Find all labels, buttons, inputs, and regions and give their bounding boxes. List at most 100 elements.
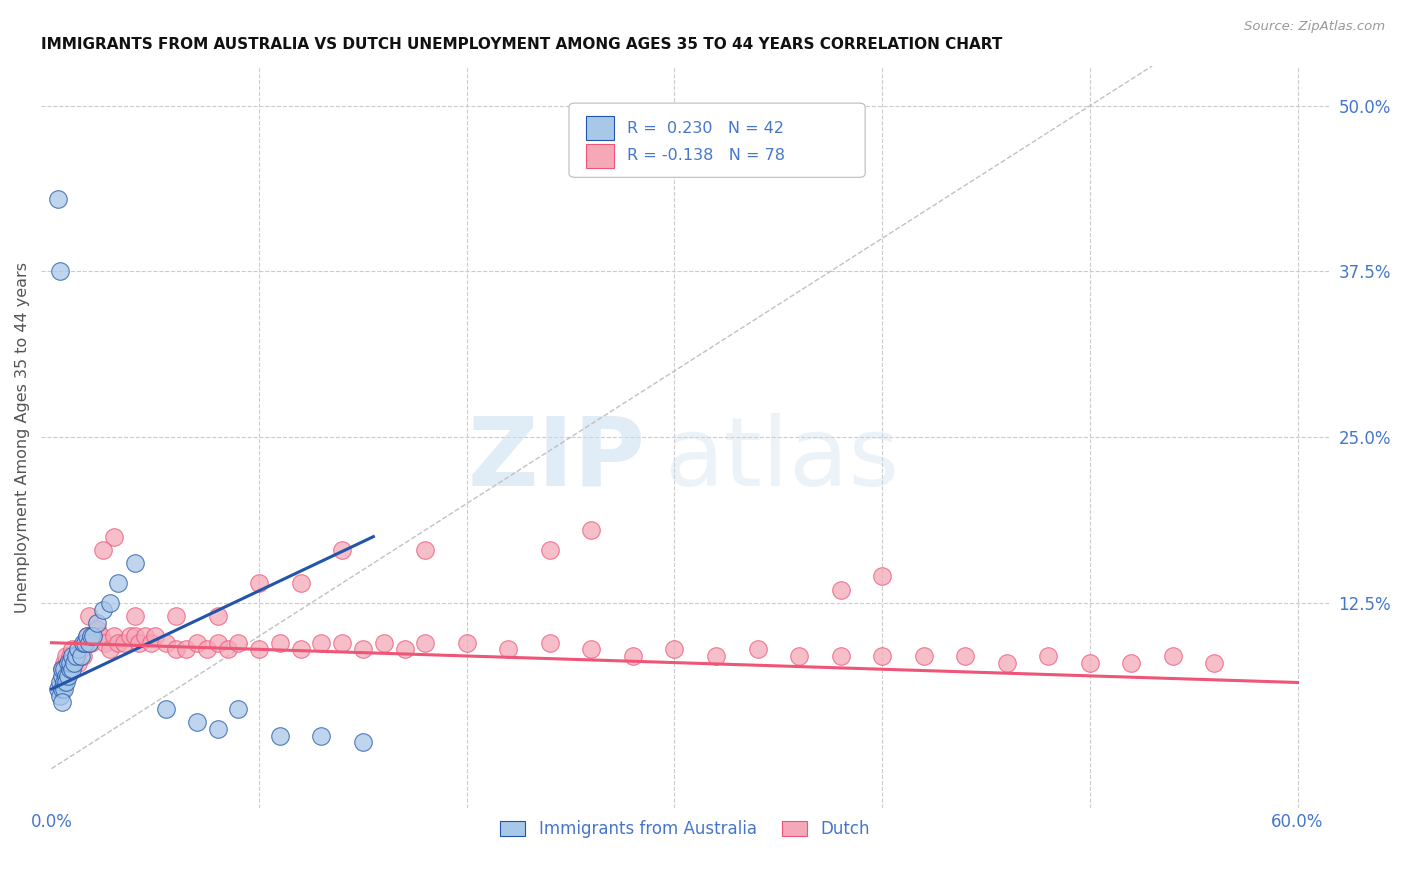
Point	[52, 682, 75, 697]
Point	[581, 642, 603, 657]
Point	[52, 675, 75, 690]
Point	[143, 629, 166, 643]
Point	[67, 642, 90, 657]
Point	[103, 530, 125, 544]
Point	[76, 629, 98, 643]
Point	[538, 542, 561, 557]
Point	[787, 648, 810, 663]
Point	[1038, 648, 1060, 663]
Point	[112, 636, 135, 650]
Point	[165, 642, 187, 657]
Point	[870, 569, 893, 583]
Point	[247, 576, 270, 591]
Point	[77, 636, 100, 650]
Point	[124, 609, 146, 624]
Text: R = -0.138   N = 78: R = -0.138 N = 78	[627, 148, 785, 163]
Point	[93, 602, 115, 616]
Point	[207, 636, 229, 650]
Point	[56, 669, 79, 683]
Point	[195, 642, 218, 657]
Point	[51, 669, 73, 683]
Point	[413, 542, 436, 557]
Point	[82, 629, 104, 643]
Point	[56, 656, 79, 670]
Point	[394, 642, 416, 657]
Point	[72, 648, 94, 663]
Point	[186, 636, 208, 650]
Point	[73, 636, 96, 650]
Point	[498, 642, 520, 657]
Point	[93, 542, 115, 557]
Point	[120, 629, 142, 643]
Point	[373, 636, 395, 650]
Point	[207, 722, 229, 736]
Point	[290, 642, 312, 657]
Point	[60, 662, 83, 676]
Point	[49, 675, 72, 690]
Point	[330, 542, 353, 557]
Point	[107, 636, 129, 650]
Point	[269, 636, 291, 650]
Point	[912, 648, 935, 663]
Point	[352, 642, 374, 657]
Point	[49, 264, 72, 278]
Point	[90, 629, 112, 643]
Text: IMMIGRANTS FROM AUSTRALIA VS DUTCH UNEMPLOYMENT AMONG AGES 35 TO 44 YEARS CORREL: IMMIGRANTS FROM AUSTRALIA VS DUTCH UNEMP…	[41, 37, 1002, 53]
Point	[103, 629, 125, 643]
Point	[1078, 656, 1101, 670]
Text: atlas: atlas	[664, 413, 898, 506]
FancyBboxPatch shape	[569, 103, 865, 178]
Point	[55, 669, 77, 683]
Point	[186, 715, 208, 730]
Point	[59, 656, 82, 670]
Point	[55, 675, 77, 690]
Point	[413, 636, 436, 650]
Point	[72, 636, 94, 650]
Point	[56, 656, 79, 670]
Point	[51, 695, 73, 709]
Point	[52, 656, 75, 670]
Point	[330, 636, 353, 650]
Point	[49, 689, 72, 703]
Point	[51, 662, 73, 676]
Point	[73, 636, 96, 650]
Y-axis label: Unemployment Among Ages 35 to 44 years: Unemployment Among Ages 35 to 44 years	[15, 261, 30, 613]
Point	[134, 629, 156, 643]
Point	[65, 648, 87, 663]
Point	[46, 682, 69, 697]
Point	[86, 615, 108, 630]
Point	[311, 729, 333, 743]
Bar	[586, 117, 614, 140]
Point	[217, 642, 239, 657]
Point	[165, 609, 187, 624]
Point	[290, 576, 312, 591]
Point	[311, 636, 333, 650]
Point	[1121, 656, 1143, 670]
Point	[59, 648, 82, 663]
Point	[46, 192, 69, 206]
Point	[124, 556, 146, 570]
Point	[86, 623, 108, 637]
Text: Source: ZipAtlas.com: Source: ZipAtlas.com	[1244, 20, 1385, 33]
Point	[60, 648, 83, 663]
Point	[55, 648, 77, 663]
Point	[51, 662, 73, 676]
Point	[76, 629, 98, 643]
Point	[128, 636, 150, 650]
Point	[80, 629, 103, 643]
Point	[207, 609, 229, 624]
Legend: Immigrants from Australia, Dutch: Immigrants from Australia, Dutch	[494, 814, 876, 845]
Point	[870, 648, 893, 663]
Point	[155, 702, 177, 716]
Point	[1161, 648, 1184, 663]
Point	[228, 636, 250, 650]
Point	[51, 682, 73, 697]
Point	[704, 648, 727, 663]
Point	[94, 636, 117, 650]
Point	[456, 636, 478, 650]
Point	[269, 729, 291, 743]
Point	[352, 735, 374, 749]
Point	[82, 629, 104, 643]
Point	[67, 656, 90, 670]
Point	[995, 656, 1018, 670]
